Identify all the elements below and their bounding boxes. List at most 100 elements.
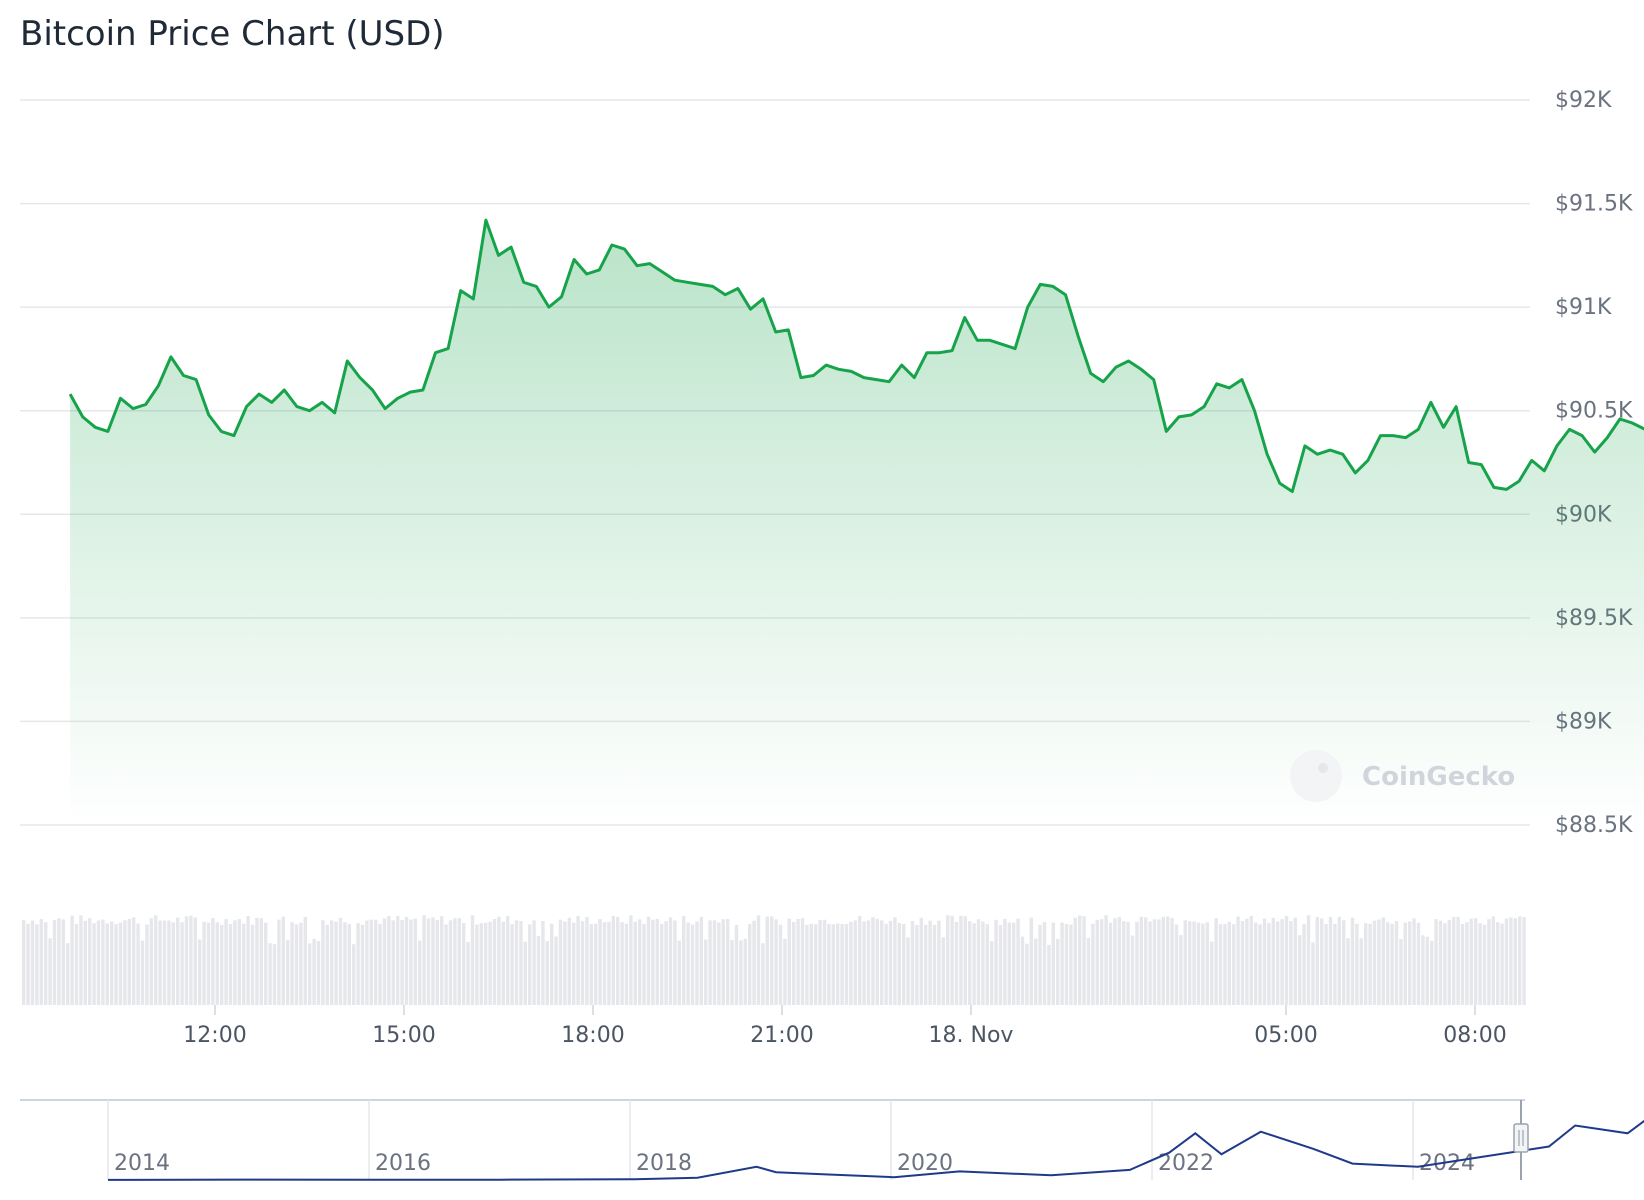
volume-bar <box>1227 921 1231 1005</box>
navigator-tick-label: 2014 <box>114 1151 170 1176</box>
volume-bar <box>215 922 219 1005</box>
volume-bar <box>1179 935 1183 1005</box>
volume-bar <box>598 919 602 1005</box>
volume-bar <box>492 919 497 1005</box>
navigator-tick-label: 2018 <box>636 1151 692 1176</box>
volume-bar <box>937 920 941 1005</box>
volume-bar <box>167 920 171 1005</box>
volume-bar <box>396 916 400 1005</box>
volume-bar <box>57 918 61 1005</box>
volume-bar <box>1289 921 1293 1005</box>
volume-bar <box>105 923 109 1005</box>
volume-bar <box>233 920 237 1005</box>
navigator-handle[interactable] <box>1513 1123 1529 1153</box>
volume-bar <box>1302 924 1306 1005</box>
volume-bar <box>466 941 470 1005</box>
volume-bar <box>92 923 96 1005</box>
volume-bar <box>844 924 849 1005</box>
volume-bar <box>1333 923 1337 1005</box>
volume-bar <box>629 915 633 1005</box>
volume-bar <box>699 916 703 1005</box>
volume-bar <box>721 919 725 1005</box>
volume-bar <box>286 940 290 1005</box>
volume-bar <box>932 924 937 1005</box>
range-navigator[interactable]: 2014 2016 2018 2020 2022 2024 <box>20 1099 1644 1181</box>
volume-bar <box>576 916 580 1005</box>
volume-bar <box>101 919 105 1005</box>
volume-bar <box>752 920 756 1005</box>
volume-bar <box>506 916 510 1005</box>
volume-bar <box>1214 918 1218 1005</box>
volume-bar <box>48 938 52 1005</box>
volume-bar <box>1311 942 1315 1005</box>
volume-bar <box>1064 924 1069 1005</box>
volume-bar <box>1386 922 1390 1005</box>
volume-bar <box>919 917 923 1005</box>
volume-bar <box>677 940 681 1005</box>
volume-bar <box>1328 917 1333 1005</box>
volume-bar <box>277 919 281 1005</box>
volume-bar <box>906 937 910 1005</box>
volume-bar <box>176 917 180 1005</box>
volume-bar <box>470 915 475 1005</box>
volume-bar <box>985 924 989 1005</box>
volume-bar <box>708 920 712 1005</box>
volume-bar <box>1174 924 1179 1005</box>
volume-bar <box>1240 921 1245 1005</box>
volume-bar <box>1443 923 1447 1005</box>
volume-bar <box>1342 920 1346 1005</box>
volume-bar <box>1276 921 1280 1005</box>
volume-bar <box>853 920 857 1005</box>
x-tick-label: 18:00 <box>561 1023 624 1048</box>
volume-bar <box>180 922 184 1005</box>
volume-bar <box>756 915 761 1005</box>
volume-bar <box>1188 921 1192 1005</box>
volume-bar <box>484 922 488 1005</box>
volume-bar <box>664 921 668 1005</box>
volume-bar <box>1232 924 1236 1005</box>
volume-bar <box>638 919 642 1005</box>
volume-bar <box>858 916 862 1005</box>
volume-bar <box>193 917 197 1005</box>
navigator-line <box>107 1119 1644 1181</box>
volume-bar <box>682 916 686 1005</box>
navigator-tick-label: 2024 <box>1419 1151 1475 1176</box>
volume-bar <box>145 924 149 1005</box>
volume-bar <box>1210 941 1214 1005</box>
volume-bar <box>910 921 915 1005</box>
volume-bar <box>1073 917 1077 1005</box>
volume-bar <box>1108 922 1113 1005</box>
volume-bar <box>409 919 413 1005</box>
volume-bar <box>1487 919 1491 1005</box>
volume-bar <box>800 918 805 1005</box>
volume-bar <box>272 944 277 1005</box>
volume-bar <box>1280 919 1284 1005</box>
volume-bar <box>206 922 211 1005</box>
volume-bar <box>1491 916 1495 1005</box>
volume-bar <box>1117 917 1121 1005</box>
volume-bar <box>189 915 193 1005</box>
volume-bar <box>884 923 888 1005</box>
chart-title: Bitcoin Price Chart (USD) <box>20 14 445 54</box>
volume-bars <box>22 915 1526 1005</box>
volume-bar <box>796 919 800 1005</box>
volume-bar <box>673 920 677 1005</box>
volume-bar <box>448 920 453 1005</box>
volume-bar <box>1086 938 1091 1005</box>
volume-bar <box>976 919 981 1005</box>
volume-bar <box>74 923 79 1005</box>
volume-bar <box>127 919 131 1005</box>
volume-bar <box>1135 921 1139 1005</box>
volume-bar <box>1496 922 1500 1005</box>
volume-bar <box>1095 919 1099 1005</box>
volume-bar <box>316 941 321 1005</box>
volume-bar <box>1421 935 1425 1005</box>
volume-bar <box>1465 922 1469 1005</box>
volume-bar <box>1377 919 1381 1005</box>
volume-bar <box>712 920 717 1005</box>
volume-bar <box>831 924 835 1005</box>
volume-bar <box>778 924 783 1005</box>
volume-bar <box>1518 916 1522 1005</box>
y-tick-label: $91K <box>1555 295 1612 320</box>
